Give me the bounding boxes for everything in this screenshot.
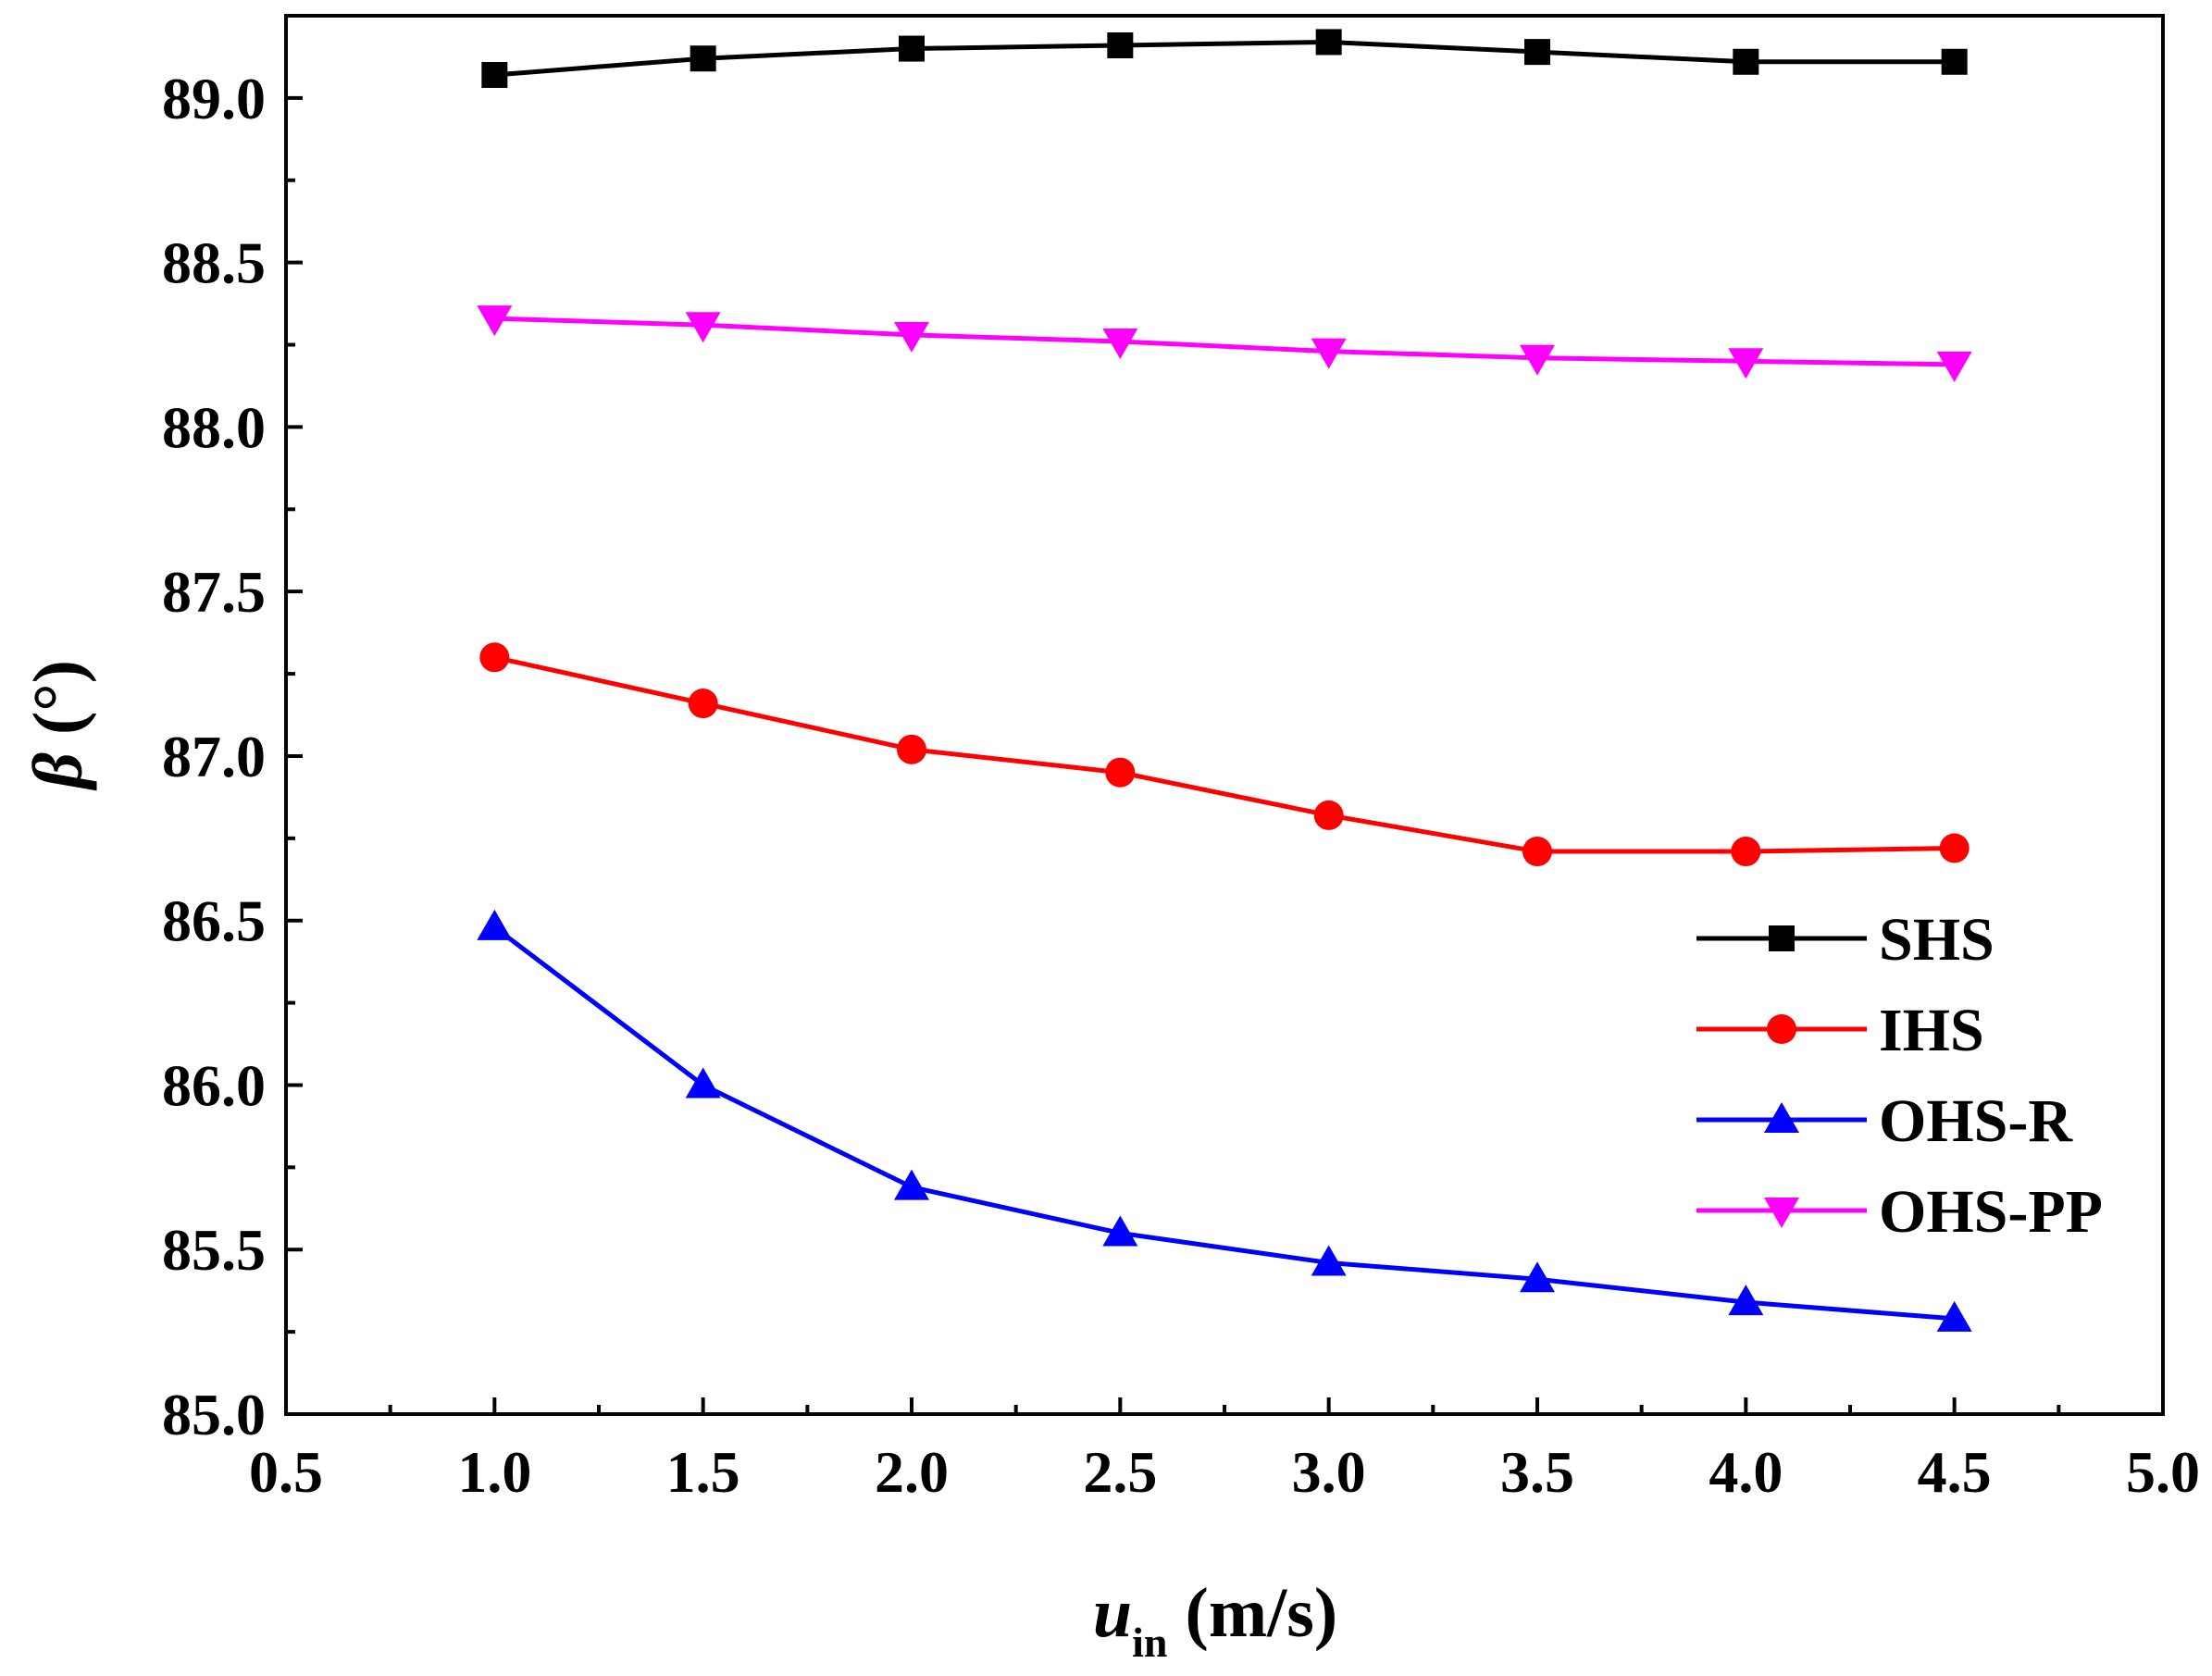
y-axis-title: β (°) (19, 660, 97, 791)
legend-marker (1769, 925, 1795, 951)
data-point-ihs (1731, 837, 1761, 867)
data-point-ihs (1522, 837, 1552, 867)
legend-marker (1767, 1014, 1796, 1044)
data-point-ihs (1105, 757, 1136, 788)
data-point-ohs-r (894, 1169, 929, 1200)
data-point-ihs (688, 689, 718, 719)
x-tick-label: 3.0 (1292, 1439, 1366, 1505)
data-point-ihs (479, 642, 510, 673)
data-point-ohs-pp (477, 305, 513, 337)
series-line-shs (494, 39, 1955, 78)
data-point-ohs-pp (1520, 344, 1555, 376)
legend-label: OHS-R (1879, 1087, 2073, 1155)
legend-label: OHS-PP (1879, 1178, 2103, 1246)
y-tick-label: 86.0 (162, 1052, 266, 1118)
x-tick-label: 1.0 (457, 1439, 531, 1505)
data-point-ihs (1313, 800, 1344, 830)
data-point-ohs-pp (1311, 338, 1347, 369)
data-point-ohs-r (1520, 1261, 1555, 1293)
data-point-ohs-pp (1936, 351, 1972, 382)
data-point-shs (481, 61, 508, 88)
x-tick-label: 4.0 (1709, 1439, 1783, 1505)
data-point-shs (1107, 31, 1134, 58)
x-tick-label: 1.5 (666, 1439, 740, 1505)
x-axis-title: uin (m/s) (1093, 1574, 1337, 1666)
data-point-ihs (1939, 833, 1970, 863)
plot-area (477, 29, 1972, 1332)
x-tick-label: 0.5 (249, 1439, 323, 1505)
data-point-shs (899, 35, 925, 62)
legend: SHS IHS OHS-R OHS-PP (1696, 906, 2103, 1246)
y-tick-label: 85.5 (162, 1217, 266, 1283)
data-point-ohs-pp (1102, 328, 1138, 359)
y-tick-label: 88.5 (162, 230, 266, 296)
data-point-shs (1524, 39, 1550, 66)
data-point-ohs-r (477, 909, 513, 940)
y-tick-label: 87.0 (162, 724, 266, 789)
data-point-ohs-r (1311, 1245, 1347, 1276)
data-point-ihs (897, 734, 926, 764)
series-line-ohs-r (492, 925, 1955, 1322)
data-point-shs (1315, 29, 1342, 56)
y-tick-label: 88.0 (162, 394, 266, 460)
data-point-ohs-pp (894, 321, 929, 353)
legend-label: IHS (1879, 997, 1984, 1064)
data-point-ohs-r (1728, 1285, 1764, 1316)
y-tick-label: 87.5 (162, 559, 266, 625)
data-point-shs (690, 45, 716, 72)
x-tick-label: 2.5 (1083, 1439, 1157, 1505)
data-point-shs (1733, 48, 1759, 75)
data-point-ohs-pp (685, 312, 721, 343)
x-tick-label: 2.0 (875, 1439, 949, 1505)
data-point-shs (1941, 48, 1968, 75)
series-line-ohs-pp (494, 316, 1955, 367)
legend-label: SHS (1879, 906, 1995, 974)
axes: 85.0 85.5 86.0 86.5 87.0 87.5 88.0 88.5 89.0 0.5 1… (19, 14, 2200, 1666)
legend-marker (1764, 1198, 1799, 1228)
x-tick-label: 5.0 (2126, 1439, 2200, 1505)
y-tick-label: 89.0 (162, 66, 266, 131)
y-tick-label: 86.5 (162, 888, 266, 954)
data-point-ohs-r (685, 1067, 721, 1099)
y-tick-label: 85.0 (162, 1382, 266, 1447)
data-point-ohs-pp (1728, 348, 1764, 379)
legend-marker (1764, 1102, 1799, 1133)
series-line-ihs (493, 654, 1955, 854)
x-tick-label: 3.5 (1500, 1439, 1574, 1505)
x-tick-label: 4.5 (1918, 1439, 1992, 1505)
data-point-ohs-r (1102, 1215, 1138, 1247)
data-point-ohs-r (1936, 1300, 1972, 1332)
